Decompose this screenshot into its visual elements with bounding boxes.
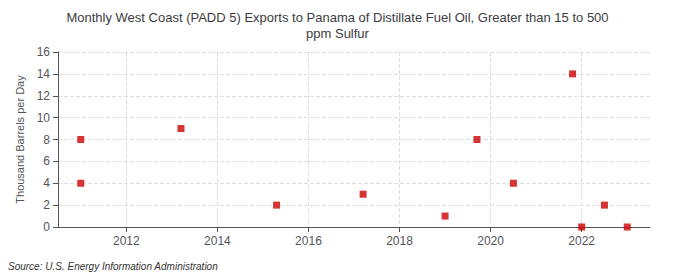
svg-text:2018: 2018 — [386, 234, 413, 248]
svg-text:2022: 2022 — [568, 234, 595, 248]
svg-text:2020: 2020 — [477, 234, 504, 248]
svg-text:6: 6 — [43, 154, 50, 168]
svg-text:Thousand Barrels per Day: Thousand Barrels per Day — [14, 75, 26, 204]
svg-text:2: 2 — [43, 198, 50, 212]
svg-text:Monthly West Coast (PADD 5) Ex: Monthly West Coast (PADD 5) Exports to P… — [66, 10, 608, 25]
svg-text:10: 10 — [37, 111, 51, 125]
svg-text:ppm Sulfur: ppm Sulfur — [306, 26, 370, 41]
svg-text:14: 14 — [37, 67, 51, 81]
svg-text:0: 0 — [43, 220, 50, 234]
svg-text:16: 16 — [37, 45, 51, 59]
svg-text:Source: U.S. Energy Informatio: Source: U.S. Energy Information Administ… — [8, 261, 218, 272]
svg-text:4: 4 — [43, 176, 50, 190]
svg-text:2012: 2012 — [113, 234, 140, 248]
svg-text:2016: 2016 — [295, 234, 322, 248]
svg-text:2014: 2014 — [204, 234, 231, 248]
svg-text:12: 12 — [37, 89, 51, 103]
svg-text:8: 8 — [43, 133, 50, 147]
